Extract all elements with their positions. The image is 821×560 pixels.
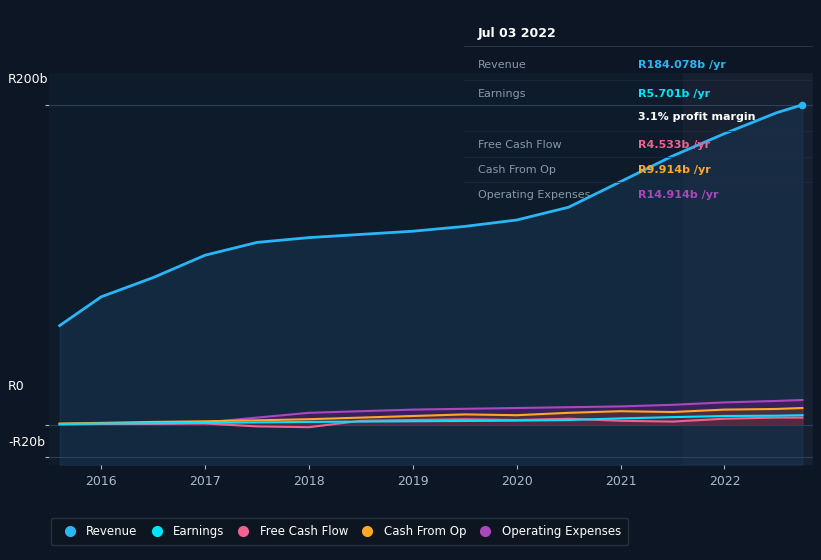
Text: Free Cash Flow: Free Cash Flow bbox=[478, 139, 562, 150]
Text: Cash From Op: Cash From Op bbox=[478, 165, 556, 175]
Text: R4.533b /yr: R4.533b /yr bbox=[639, 139, 710, 150]
Text: Earnings: Earnings bbox=[478, 89, 526, 99]
Text: R0: R0 bbox=[8, 380, 25, 393]
Point bbox=[796, 100, 809, 109]
Bar bbox=[683, 73, 813, 465]
Text: -R20b: -R20b bbox=[8, 436, 45, 449]
Text: Revenue: Revenue bbox=[478, 60, 526, 71]
Legend: Revenue, Earnings, Free Cash Flow, Cash From Op, Operating Expenses: Revenue, Earnings, Free Cash Flow, Cash … bbox=[51, 518, 628, 545]
Text: R14.914b /yr: R14.914b /yr bbox=[639, 190, 719, 200]
Text: R9.914b /yr: R9.914b /yr bbox=[639, 165, 711, 175]
Text: 3.1% profit margin: 3.1% profit margin bbox=[639, 113, 756, 123]
Text: R184.078b /yr: R184.078b /yr bbox=[639, 60, 727, 71]
Text: R200b: R200b bbox=[8, 73, 48, 86]
Text: Operating Expenses: Operating Expenses bbox=[478, 190, 590, 200]
Text: R5.701b /yr: R5.701b /yr bbox=[639, 89, 710, 99]
Text: Jul 03 2022: Jul 03 2022 bbox=[478, 27, 557, 40]
